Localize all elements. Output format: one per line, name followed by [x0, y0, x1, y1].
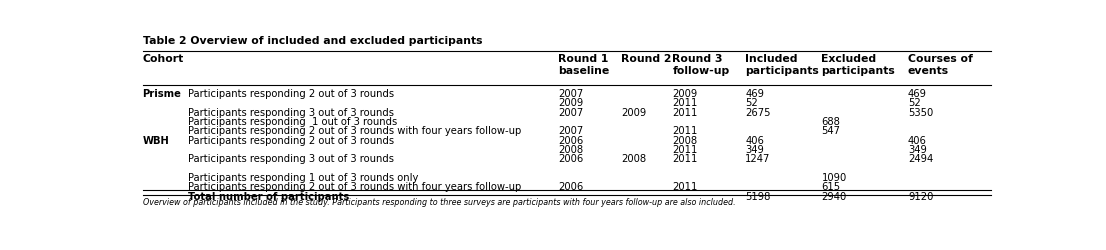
Text: Round 2: Round 2 — [620, 54, 671, 64]
Text: Participants responding 1 out of 3 rounds only: Participants responding 1 out of 3 round… — [188, 172, 418, 182]
Text: Round 3
follow-up: Round 3 follow-up — [672, 54, 730, 76]
Text: 469: 469 — [908, 89, 927, 99]
Text: Participants responding  1 out of 3 rounds: Participants responding 1 out of 3 round… — [188, 116, 397, 126]
Text: Round 1
baseline: Round 1 baseline — [559, 54, 609, 76]
Text: Participants responding 2 out of 3 rounds with four years follow-up: Participants responding 2 out of 3 round… — [188, 126, 521, 136]
Text: 2009: 2009 — [620, 107, 646, 117]
Text: 2011: 2011 — [672, 98, 698, 108]
Text: 2008: 2008 — [672, 135, 698, 145]
Text: 615: 615 — [822, 182, 841, 192]
Text: 2008: 2008 — [559, 144, 583, 154]
Text: 2494: 2494 — [908, 154, 933, 164]
Text: 2007: 2007 — [559, 126, 584, 136]
Text: Participants responding 2 out of 3 rounds with four years follow-up: Participants responding 2 out of 3 round… — [188, 182, 521, 192]
Text: 2008: 2008 — [620, 154, 646, 164]
Text: 2011: 2011 — [672, 182, 698, 192]
Text: 1090: 1090 — [822, 172, 847, 182]
Text: Included
participants: Included participants — [745, 54, 818, 76]
Text: 2009: 2009 — [559, 98, 584, 108]
Text: 349: 349 — [908, 144, 927, 154]
Text: 349: 349 — [745, 144, 764, 154]
Text: Participants responding 3 out of 3 rounds: Participants responding 3 out of 3 round… — [188, 107, 394, 117]
Text: 9120: 9120 — [908, 191, 933, 201]
Text: 2675: 2675 — [745, 107, 771, 117]
Text: 2011: 2011 — [672, 126, 698, 136]
Text: WBH: WBH — [143, 135, 169, 145]
Text: 2006: 2006 — [559, 135, 584, 145]
Text: 5198: 5198 — [745, 191, 771, 201]
Text: 1247: 1247 — [745, 154, 771, 164]
Text: 2009: 2009 — [672, 89, 698, 99]
Text: Table 2 Overview of included and excluded participants: Table 2 Overview of included and exclude… — [143, 36, 482, 46]
Text: Cohort: Cohort — [143, 54, 184, 64]
Text: 469: 469 — [745, 89, 764, 99]
Text: 2940: 2940 — [822, 191, 847, 201]
Text: 547: 547 — [822, 126, 841, 136]
Text: Prisme: Prisme — [143, 89, 181, 99]
Text: Courses of
events: Courses of events — [908, 54, 973, 76]
Text: 688: 688 — [822, 116, 841, 126]
Text: 2011: 2011 — [672, 154, 698, 164]
Text: Overview of participants included in the study. Participants responding to three: Overview of participants included in the… — [143, 197, 735, 206]
Text: 406: 406 — [745, 135, 764, 145]
Text: 2007: 2007 — [559, 89, 584, 99]
Text: 2011: 2011 — [672, 107, 698, 117]
Text: 2006: 2006 — [559, 182, 584, 192]
Text: Participants responding 2 out of 3 rounds: Participants responding 2 out of 3 round… — [188, 135, 394, 145]
Text: 52: 52 — [908, 98, 920, 108]
Text: 406: 406 — [908, 135, 927, 145]
Text: 2006: 2006 — [559, 154, 584, 164]
Text: 2011: 2011 — [672, 144, 698, 154]
Text: Participants responding 3 out of 3 rounds: Participants responding 3 out of 3 round… — [188, 154, 394, 164]
Text: Excluded
participants: Excluded participants — [822, 54, 895, 76]
Text: Total number of participants: Total number of participants — [188, 191, 349, 201]
Text: 52: 52 — [745, 98, 758, 108]
Text: 5350: 5350 — [908, 107, 933, 117]
Text: Participants responding 2 out of 3 rounds: Participants responding 2 out of 3 round… — [188, 89, 394, 99]
Text: 2007: 2007 — [559, 107, 584, 117]
